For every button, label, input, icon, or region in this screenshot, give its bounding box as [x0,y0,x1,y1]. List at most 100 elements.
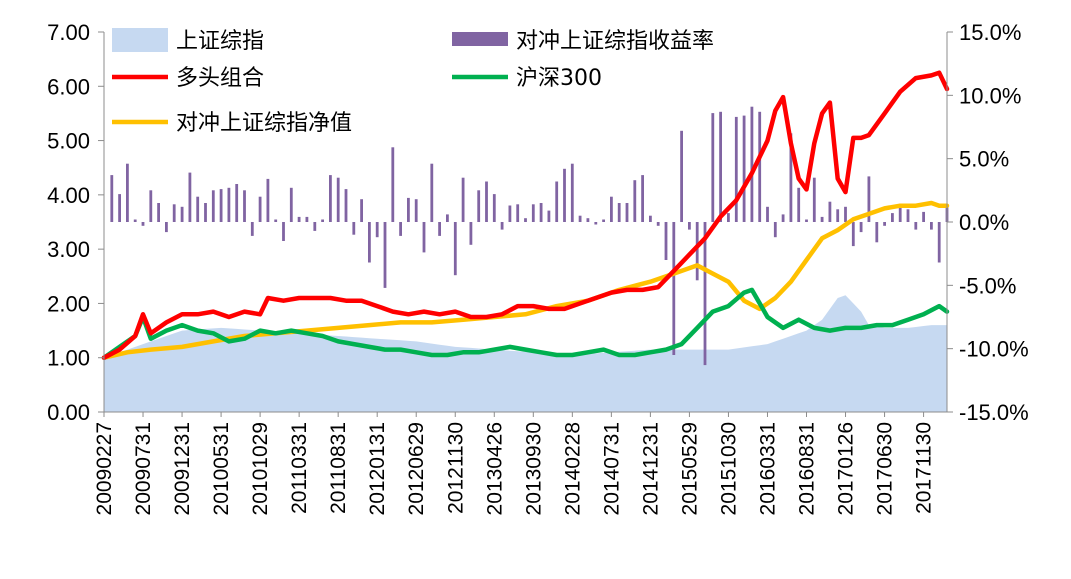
legend-label: 沪深300 [516,66,602,91]
bar-hedged-return [289,187,293,222]
bar-hedged-return [703,222,707,366]
bar-hedged-return [438,222,441,236]
x-tick-label: 20171130 [913,422,936,514]
bar-hedged-return [633,180,637,222]
bar-hedged-return [243,190,246,222]
x-tick-label: 20090731 [132,422,155,515]
bar-hedged-return [492,194,496,222]
bar-hedged-return [321,219,324,222]
bar-hedged-return [305,216,309,222]
bar-hedged-return [711,113,715,222]
x-tick-label: 20140228 [561,422,584,515]
x-tick-label: 20110331 [288,422,311,514]
area-series-shanghai-composite [104,295,947,412]
x-tick-label: 20140731 [600,422,623,515]
x-tick-label: 20121130 [444,422,467,514]
bar-hedged-return [805,219,808,222]
bar-hedged-return [407,197,410,222]
bar-hedged-return [586,218,590,222]
bar-hedged-return [688,222,691,230]
bar-hedged-return [469,222,473,245]
bar-hedged-return [750,106,754,222]
bar-hedged-return [399,222,402,236]
x-tick-label: 20130930 [522,422,545,515]
left-tick-label: 2.00 [47,291,90,316]
bar-hedged-return [820,216,824,222]
left-tick-label: 3.00 [47,237,90,262]
x-tick-label: 20160331 [757,422,780,515]
bar-hedged-return [859,222,863,233]
bar-hedged-return [610,196,613,222]
x-tick-label: 20160831 [796,422,819,515]
legend-label: 上证综指 [176,29,264,54]
left-tick-label: 6.00 [47,74,90,99]
bar-hedged-return [446,214,449,222]
bar-hedged-return [477,190,481,222]
bar-hedged-return [204,203,207,222]
bar-hedged-return [734,116,738,222]
bar-hedged-return [196,196,200,222]
bar-hedged-return [766,206,769,222]
bar-hedged-return [227,187,231,222]
x-tick-label: 20110831 [327,422,350,514]
bar-hedged-return [641,175,644,222]
bar-hedged-return [914,222,918,230]
bar-hedged-return [133,219,137,222]
bar-hedged-return [906,209,910,222]
bar-hedged-return [524,218,527,222]
bar-hedged-return [680,130,683,222]
bar-hedged-return [329,175,332,222]
bar-hedged-return [922,211,925,222]
bar-hedged-return [531,204,535,222]
bar-hedged-return [797,187,801,222]
bar-hedged-return [414,199,418,222]
x-tick-label: 20170630 [874,422,897,515]
bar-hedged-return [758,111,762,222]
bar-hedged-return [297,216,301,222]
bar-hedged-return [453,222,457,276]
right-tick-label: 15.0% [959,20,1021,45]
left-tick-label: 1.00 [47,346,90,371]
legend-label: 多头组合 [176,66,264,91]
line-long-portfolio [101,70,950,360]
bar-hedged-return [430,163,434,222]
bar-hedged-return [727,213,730,222]
bar-hedged-return [219,189,223,222]
x-tick-label: 20091231 [171,422,194,515]
bar-hedged-return [547,210,551,222]
bar-hedged-return [649,215,652,222]
bar-hedged-return [110,175,114,222]
x-tick-label: 20150529 [678,422,701,515]
bar-hedged-return [836,209,840,222]
bar-hedged-return [172,204,176,222]
bar-hedged-return [352,222,356,235]
bar-hedged-return [555,181,559,222]
x-tick-label: 20130426 [483,422,506,515]
right-tick-label: -10.0% [959,337,1029,362]
bar-hedged-return [282,222,285,241]
right-tick-label: -15.0% [959,400,1029,425]
line-series-group [101,70,950,360]
bar-hedged-return [844,206,847,222]
legend-swatch-area [112,28,168,52]
bar-hedged-return [180,206,184,222]
bar-hedged-return [563,168,566,222]
bar-hedged-return [570,163,574,222]
x-tick-label: 20141231 [639,422,662,515]
bar-hedged-return [719,111,722,222]
legend-label: 对冲上证综指净值 [176,111,352,136]
bar-hedged-return [250,222,254,236]
bar-hedged-return [141,222,145,226]
right-tick-label: -5.0% [959,273,1016,298]
bar-hedged-return [625,203,629,222]
bar-hedged-return [828,201,832,222]
bar-hedged-return [789,133,793,222]
bar-hedged-return [875,222,879,243]
area-shanghai-composite [104,295,947,412]
x-tick-label: 20120131 [366,422,389,515]
bar-hedged-return [336,177,340,222]
bar-hedged-return [937,222,941,263]
bar-hedged-return [500,222,504,230]
bar-hedged-return [274,219,278,222]
